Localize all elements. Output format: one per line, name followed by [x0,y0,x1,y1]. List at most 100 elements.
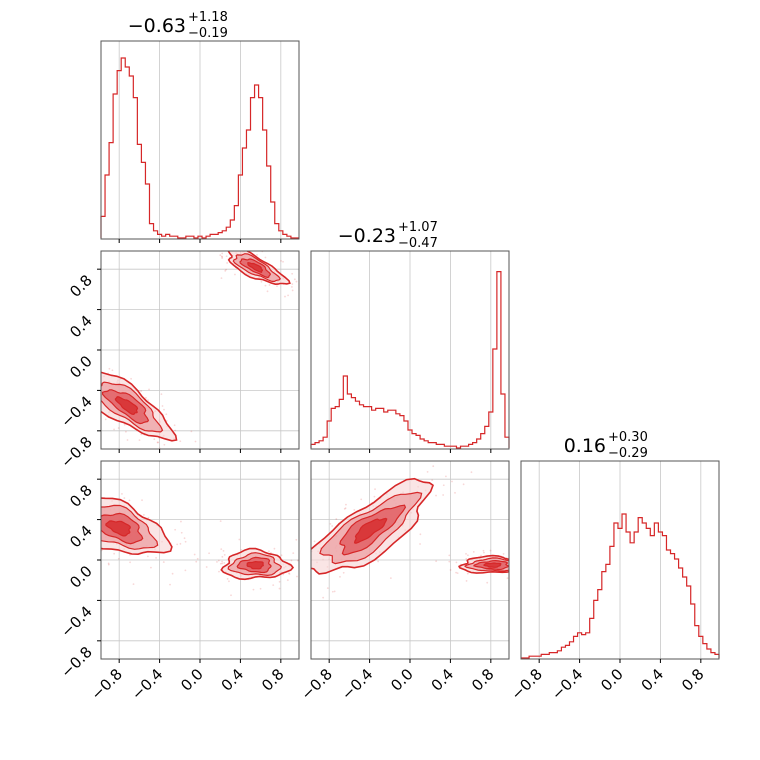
x-tick-label: 0.8 [678,665,708,695]
scatter-point [288,572,290,575]
scatter-point [519,563,521,565]
scatter-point [516,556,518,558]
scatter-point [514,562,516,564]
scatter-point [221,256,224,258]
scatter-point [142,513,145,516]
contour-level-3 [114,396,139,416]
scatter-point [221,555,224,558]
scatter-point [264,256,267,259]
contour-level-3 [105,520,131,537]
scatter-point [296,554,298,556]
panel-title-0: −0.63 +1.18−0.19 [128,10,228,41]
scatter-point [223,553,226,556]
scatter-point [470,471,473,474]
scatter-point [313,540,316,543]
scatter-point [158,453,160,455]
scatter-point [92,393,94,395]
scatter-point [162,561,165,563]
scatter-point [96,514,98,516]
title-median: 0.16 [564,435,606,457]
scatter-point [466,572,469,575]
contour-level-3 [246,560,264,570]
scatter-point [222,549,225,552]
scatter-point [48,514,50,516]
scatter-point [339,575,341,578]
scatter-point [61,365,63,367]
scatter-point [89,384,91,386]
scatter-point [280,554,283,557]
scatter-point [273,547,276,550]
scatter-point [179,542,182,545]
panel-title-1: −0.23 +1.07−0.47 [338,220,438,251]
x-tick-label: 0.8 [258,665,288,695]
scatter-point [502,553,505,555]
scatter-point [51,512,53,514]
scatter-point [515,558,517,560]
scatter-point [296,559,299,562]
scatter-point [472,550,475,553]
scatter-point [221,252,224,255]
x-tick-label: 0.8 [468,665,498,695]
scatter-point [123,497,126,499]
x-tick-label: 0.0 [387,665,417,695]
scatter-point [92,505,94,507]
scatter-point [84,519,86,521]
scatter-point [60,371,62,373]
scatter-point [288,573,291,575]
x-tick-label: −0.4 [548,665,586,703]
histogram-step-line [100,57,299,239]
scatter-point [482,549,485,552]
scatter-point [483,551,485,554]
scatter-point [113,428,115,431]
histogram-panel-2: −0.8 −0.4 0.0 0.4 0.8 [508,460,720,704]
scatter-point [515,555,517,557]
scatter-point [91,510,93,512]
scatter-point [132,583,135,586]
scatter-point [92,355,94,357]
scatter-point [295,538,298,541]
scatter-point [291,289,294,292]
scatter-point [150,566,152,569]
scatter-point [322,596,325,599]
scatter-point [431,479,434,481]
title-plus: +1.07 [398,220,438,235]
scatter-point [302,597,304,599]
scatter-point [86,512,88,514]
scatter-point [217,559,220,562]
scatter-point [104,418,107,421]
scatter-point [65,525,67,527]
scatter-point [209,248,211,250]
scatter-point [205,465,207,467]
histogram-panel-0 [100,40,300,243]
scatter-point [307,522,309,524]
scatter-point [220,255,223,258]
scatter-point [126,439,129,441]
scatter-point [305,278,307,280]
scatter-point [180,520,182,523]
scatter-point [180,531,183,534]
scatter-point [220,277,223,280]
histogram-panel-1 [310,250,510,453]
scatter-point [256,253,258,256]
scatter-point [305,582,307,584]
scatter-point [286,579,289,582]
scatter-point [221,560,223,563]
scatter-point [291,283,294,285]
scatter-point [81,509,83,511]
scatter-point [465,552,467,555]
scatter-point [283,586,285,588]
scatter-point [4,493,6,495]
scatter-point [515,564,517,566]
scatter-point [278,580,281,583]
scatter-point [419,543,421,545]
scatter-point [208,552,210,555]
scatter-point [451,480,453,483]
scatter-point [220,548,223,551]
scatter-point [304,578,306,580]
scatter-point [138,439,141,442]
scatter-point [313,300,315,302]
title-minus: −0.47 [398,236,438,251]
density-panel-0: −0.8−0.4 0.0 0.4 0.8 [57,248,315,471]
y-tick-label: −0.8 [57,433,95,471]
